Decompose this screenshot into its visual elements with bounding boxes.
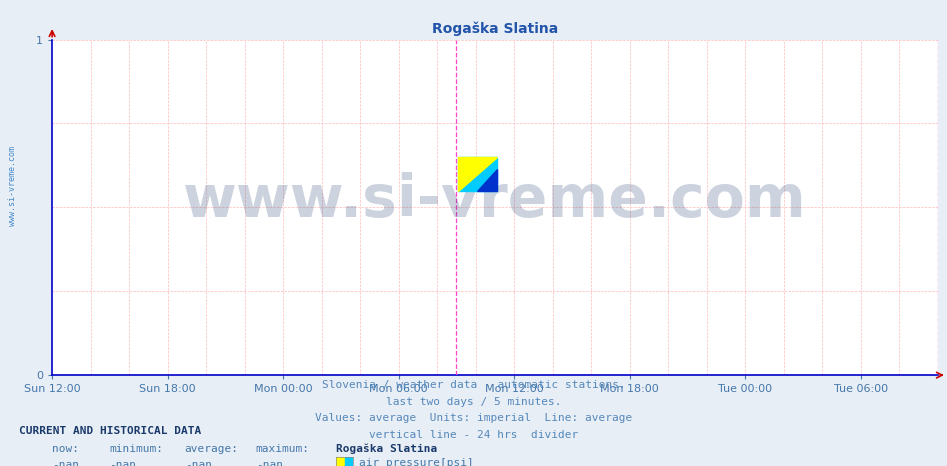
Text: vertical line - 24 hrs  divider: vertical line - 24 hrs divider: [369, 430, 578, 440]
Title: Rogaška Slatina: Rogaška Slatina: [432, 21, 558, 36]
Text: -nan: -nan: [185, 460, 212, 466]
Text: Values: average  Units: imperial  Line: average: Values: average Units: imperial Line: av…: [314, 413, 633, 423]
Text: now:: now:: [52, 444, 80, 454]
Text: -nan: -nan: [256, 460, 283, 466]
Text: minimum:: minimum:: [109, 444, 163, 454]
Text: Slovenia / weather data - automatic stations.: Slovenia / weather data - automatic stat…: [322, 380, 625, 390]
Text: www.si-vreme.com: www.si-vreme.com: [8, 146, 17, 226]
Text: average:: average:: [185, 444, 239, 454]
Text: last two days / 5 minutes.: last two days / 5 minutes.: [385, 397, 562, 406]
Polygon shape: [477, 169, 496, 191]
Text: -nan: -nan: [109, 460, 136, 466]
Polygon shape: [457, 157, 496, 191]
Bar: [345, 457, 353, 466]
Text: CURRENT AND HISTORICAL DATA: CURRENT AND HISTORICAL DATA: [19, 426, 201, 436]
Bar: [336, 457, 345, 466]
Text: air pressure[psi]: air pressure[psi]: [359, 458, 474, 466]
Text: www.si-vreme.com: www.si-vreme.com: [183, 172, 807, 229]
Polygon shape: [457, 157, 496, 191]
Text: -nan: -nan: [52, 460, 80, 466]
Text: maximum:: maximum:: [256, 444, 310, 454]
Text: Rogaška Slatina: Rogaška Slatina: [336, 444, 438, 454]
